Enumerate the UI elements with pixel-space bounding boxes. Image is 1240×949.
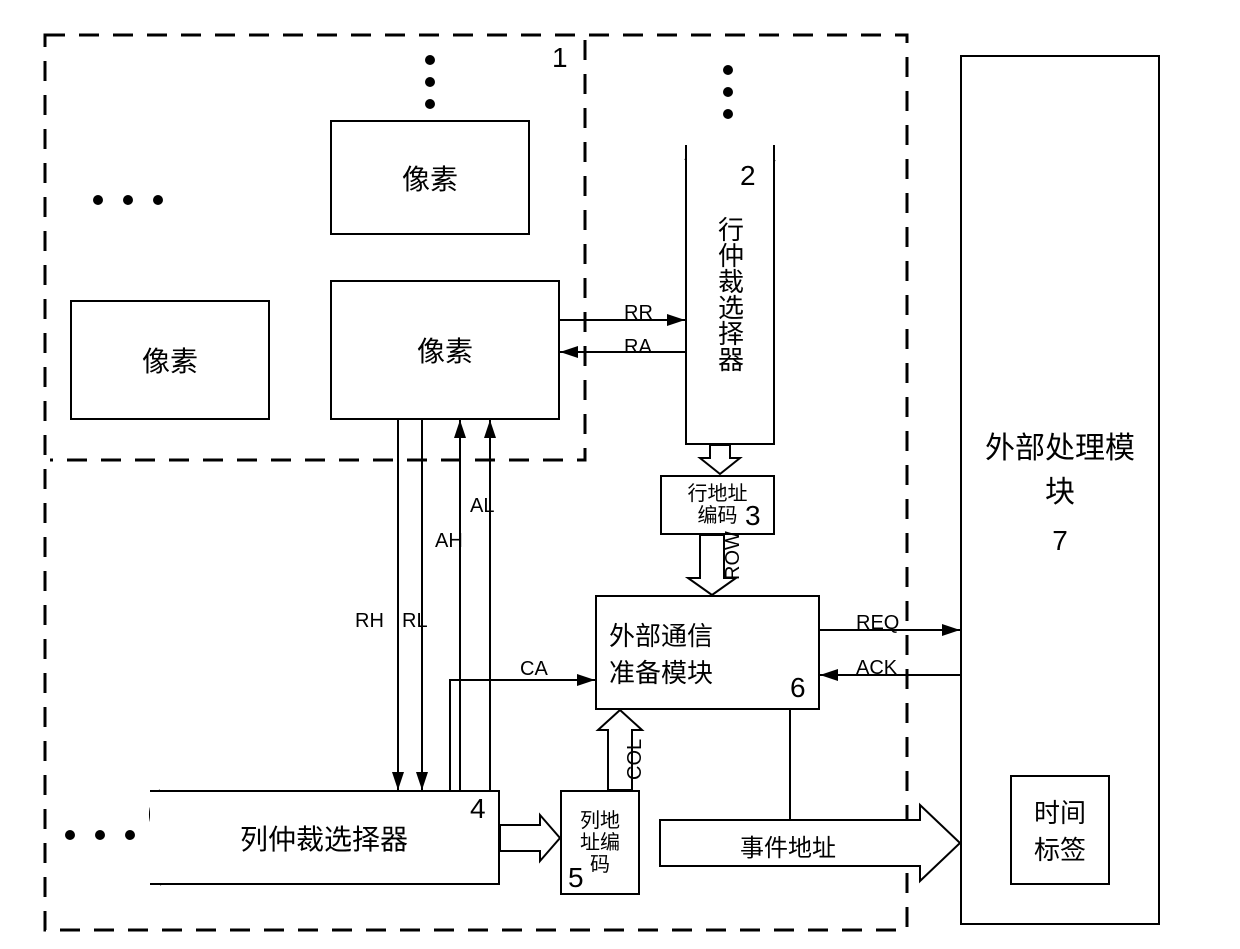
arrow-ca (450, 680, 595, 790)
label-rr: RR (624, 302, 653, 325)
comm-module-num: 6 (790, 672, 806, 704)
pixel-left: 像素 (70, 300, 270, 420)
pixel-left-label: 像素 (142, 340, 198, 380)
time-tag-label: 时间 标签 (1034, 793, 1086, 867)
row-encoder-num: 3 (745, 500, 761, 532)
col-selector-label: 列仲裁选择器 (240, 818, 408, 858)
label-col: COL (624, 739, 647, 780)
block-arrow-colsel-colenc (500, 815, 560, 861)
comm-module: 外部通信 准备模块 (595, 595, 820, 710)
label-addr: 事件地址 (740, 828, 836, 863)
row-selector: 行仲裁选择器 (685, 145, 775, 445)
col-encoder-num: 5 (568, 862, 584, 894)
pixel-main-label: 像素 (417, 330, 473, 370)
label-rl: RL (402, 610, 428, 633)
label-ra: RA (624, 336, 652, 359)
label-row: ROW (722, 531, 745, 580)
label-req: REQ (856, 612, 899, 635)
ellipsis-top-mid (425, 55, 435, 109)
pixel-main: 像素 (330, 280, 560, 420)
time-tag: 时间 标签 (1010, 775, 1110, 885)
label-al: AL (470, 495, 494, 518)
col-selector-num: 4 (470, 793, 486, 825)
pixel-top: 像素 (330, 120, 530, 235)
label-ack: ACK (856, 657, 897, 680)
comm-module-label: 外部通信 准备模块 (609, 616, 713, 690)
row-selector-num: 2 (740, 160, 756, 192)
row-encoder-label: 行地址 编码 (688, 483, 748, 527)
label-ca: CA (520, 658, 548, 681)
label-ah: AH (435, 530, 463, 553)
block-arrow-rowsel-rowenc (700, 445, 740, 474)
ellipsis-bot-left (65, 830, 135, 840)
ellipsis-top-right (723, 65, 733, 119)
row-selector-label: 行仲裁选择器 (712, 216, 749, 372)
label-rh: RH (355, 610, 384, 633)
pixel-top-label: 像素 (402, 158, 458, 198)
ellipsis-left (93, 195, 163, 205)
ext-proc-label: 外部处理模 块 (985, 423, 1135, 511)
region1-number: 1 (552, 42, 568, 74)
col-selector: 列仲裁选择器 (150, 790, 500, 885)
col-encoder-label: 列地 址编 码 (580, 810, 620, 876)
ext-proc-num: 7 (1052, 525, 1068, 557)
